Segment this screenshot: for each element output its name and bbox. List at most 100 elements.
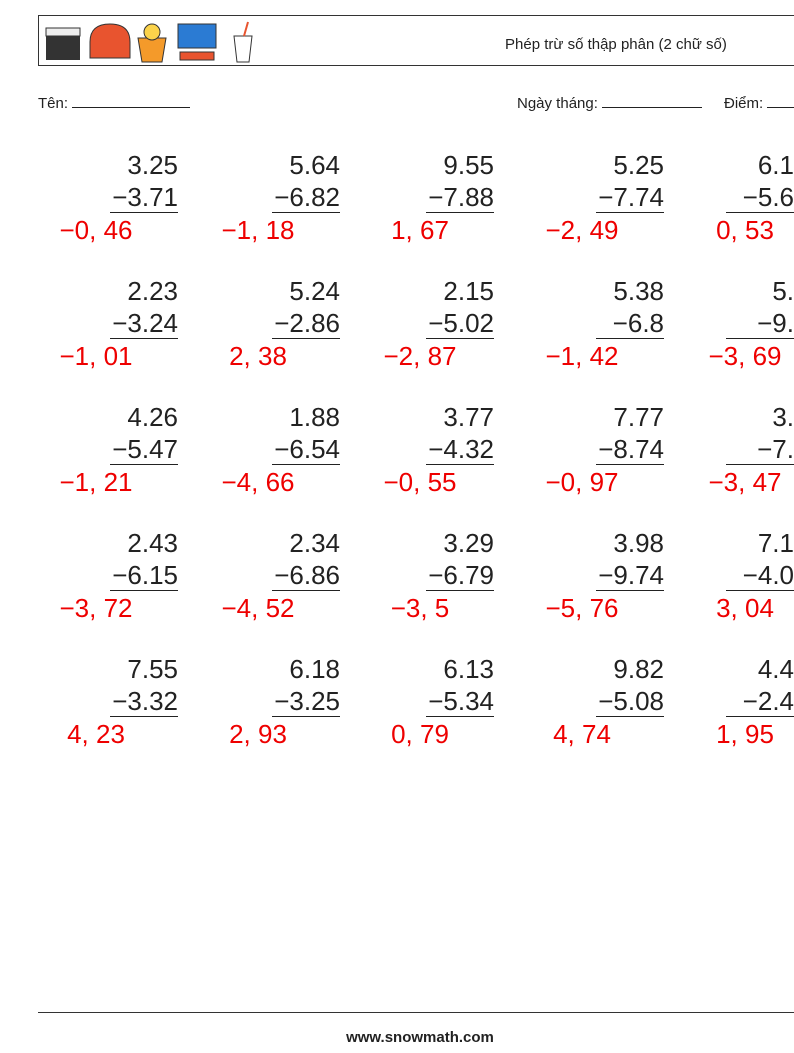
- footer-rule: [38, 1012, 794, 1013]
- answer-rule: [426, 464, 494, 465]
- minuend: 2.34: [289, 528, 340, 558]
- subtrahend: −5.34: [428, 686, 494, 716]
- answer: −3, 72: [59, 593, 133, 623]
- date-field: Ngày tháng:: [517, 93, 702, 112]
- minuend: 9.55: [443, 150, 494, 180]
- subtrahend: −4.32: [428, 434, 494, 464]
- answer-rule: [426, 338, 494, 339]
- answer: 2, 93: [229, 719, 287, 749]
- clapper-top: [45, 27, 81, 37]
- answer-rule: [596, 716, 664, 717]
- answer: 4, 23: [67, 719, 125, 749]
- answer-rule: [726, 590, 794, 591]
- popcorn-top: [143, 23, 161, 41]
- worksheet-title: Phép trừ số thập phân (2 chữ số): [505, 36, 727, 53]
- straw: [243, 21, 249, 37]
- minuend: 6.1: [757, 150, 794, 180]
- subtrahend: −7.: [757, 434, 794, 464]
- answer-rule: [426, 716, 494, 717]
- answer: 2, 38: [229, 341, 287, 371]
- answer: −0, 46: [59, 215, 133, 245]
- minuend: 5.25: [613, 150, 664, 180]
- name-field: Tên:: [38, 93, 191, 112]
- seats-row: [179, 51, 215, 61]
- minuend: 3.25: [127, 150, 178, 180]
- minuend: 5.38: [613, 276, 664, 306]
- answer: 1, 67: [391, 215, 449, 245]
- answer-rule: [596, 464, 664, 465]
- answer: −0, 55: [383, 467, 457, 497]
- answer-rule: [272, 716, 340, 717]
- subtrahend: −6.86: [274, 560, 340, 590]
- subtrahend: −5.02: [428, 308, 494, 338]
- header-box: [38, 15, 794, 66]
- minuend: 7.55: [127, 654, 178, 684]
- answer: 1, 95: [716, 719, 774, 749]
- subtrahend: −3.71: [112, 182, 178, 212]
- answer-rule: [726, 212, 794, 213]
- minuend: 2.15: [443, 276, 494, 306]
- minuend: 2.23: [127, 276, 178, 306]
- subtrahend: −6.79: [428, 560, 494, 590]
- minuend: 1.88: [289, 402, 340, 432]
- answer-rule: [272, 212, 340, 213]
- subtrahend: −6.54: [274, 434, 340, 464]
- minuend: 7.77: [613, 402, 664, 432]
- answer: −3, 47: [708, 467, 782, 497]
- answer-rule: [426, 212, 494, 213]
- seat-icon: [89, 23, 131, 59]
- minuend: 4.26: [127, 402, 178, 432]
- subtrahend: −6.82: [274, 182, 340, 212]
- answer: −4, 66: [221, 467, 295, 497]
- name-blank: [72, 93, 191, 108]
- answer-rule: [726, 716, 794, 717]
- subtrahend: −5.08: [598, 686, 664, 716]
- score-label: Điểm:: [724, 95, 764, 112]
- footer-site: www.snowmath.com: [346, 1029, 494, 1046]
- minuend: 9.82: [613, 654, 664, 684]
- answer-rule: [110, 590, 178, 591]
- subtrahend: −5.47: [112, 434, 178, 464]
- answer: −0, 97: [545, 467, 619, 497]
- subtrahend: −2.86: [274, 308, 340, 338]
- answer: 0, 79: [391, 719, 449, 749]
- answer: −3, 69: [708, 341, 782, 371]
- answer: −1, 01: [59, 341, 133, 371]
- header-icons: [45, 21, 253, 63]
- answer-rule: [726, 338, 794, 339]
- subtrahend: −7.88: [428, 182, 494, 212]
- minuend: 3.77: [443, 402, 494, 432]
- clapper-icon: [46, 36, 80, 60]
- subtrahend: −3.32: [112, 686, 178, 716]
- subtrahend: −8.74: [598, 434, 664, 464]
- answer: −2, 87: [383, 341, 457, 371]
- answer: −1, 21: [59, 467, 133, 497]
- name-label: Tên:: [38, 95, 69, 112]
- subtrahend: −3.24: [112, 308, 178, 338]
- subtrahend: −9.: [757, 308, 794, 338]
- subtrahend: −5.6: [742, 182, 794, 212]
- answer-rule: [596, 212, 664, 213]
- minuend: 5.: [772, 276, 794, 306]
- subtrahend: −6.8: [612, 308, 664, 338]
- subtrahend: −2.4: [742, 686, 794, 716]
- subtrahend: −7.74: [598, 182, 664, 212]
- subtrahend: −4.0: [742, 560, 794, 590]
- answer: −5, 76: [545, 593, 619, 623]
- minuend: 6.18: [289, 654, 340, 684]
- answer-rule: [426, 590, 494, 591]
- minuend: 3.29: [443, 528, 494, 558]
- answer: 4, 74: [553, 719, 611, 749]
- minuend: 2.43: [127, 528, 178, 558]
- drink-icon: [233, 35, 253, 63]
- date-label: Ngày tháng:: [517, 95, 598, 112]
- minuend: 4.4: [757, 654, 794, 684]
- date-blank: [601, 93, 702, 108]
- screen-icon: [177, 23, 217, 49]
- answer-rule: [110, 338, 178, 339]
- answer: −4, 52: [221, 593, 295, 623]
- minuend: 3.: [772, 402, 794, 432]
- minuend: 6.13: [443, 654, 494, 684]
- answer-rule: [272, 338, 340, 339]
